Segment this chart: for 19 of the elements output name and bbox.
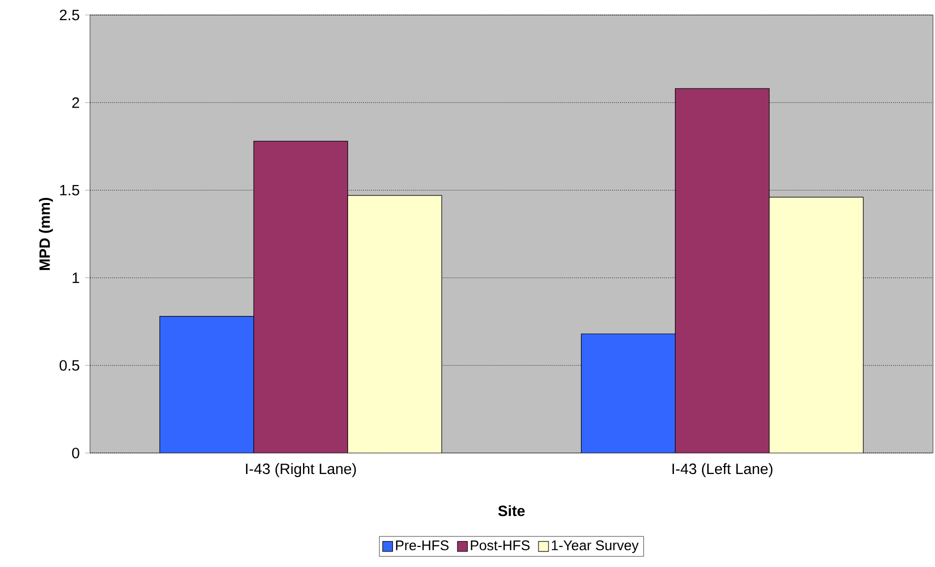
bar [253, 140, 348, 453]
x-tick-label: I-43 (Right Lane) [246, 463, 356, 478]
y-tick-label: 0 [72, 448, 80, 458]
y-tick-label: 1 [72, 272, 80, 283]
bar [580, 334, 676, 453]
bar [347, 195, 442, 453]
legend-label: Post-HFS [470, 540, 530, 550]
bar [768, 196, 864, 453]
y-axis-title: MPD (mm) [38, 198, 53, 270]
bar [674, 88, 770, 453]
x-tick-label: I-43 (Left Lane) [672, 463, 772, 478]
bar [159, 316, 254, 453]
y-tick-label: 1.5 [60, 184, 80, 196]
y-tick-label: 2.5 [60, 10, 80, 20]
y-tick-label: 2 [72, 97, 80, 108]
legend-label: 1-Year Survey [552, 540, 639, 554]
x-axis-title: Site [498, 505, 525, 516]
y-tick-label: 0.5 [60, 360, 80, 371]
legend-label: Pre-HFS [396, 540, 449, 550]
